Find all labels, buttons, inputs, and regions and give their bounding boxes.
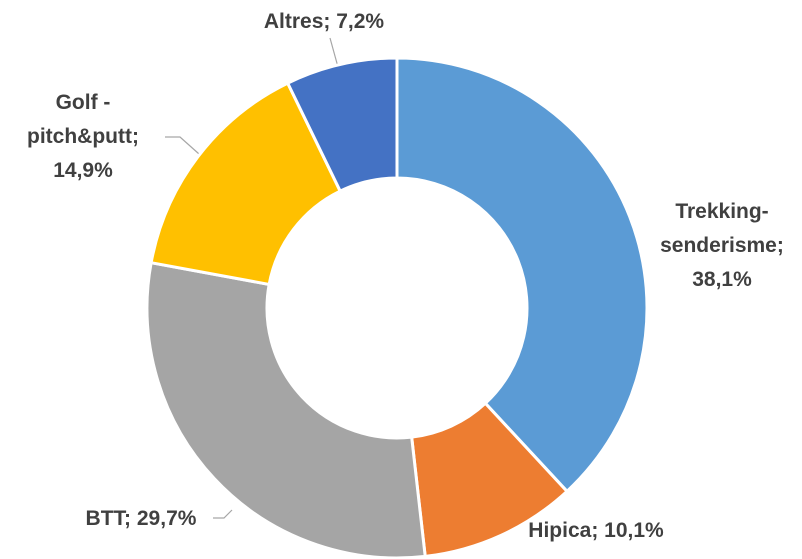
separator: ;: [591, 519, 598, 542]
donut-slice: [395, 56, 649, 494]
data-label: Hipica; 10,1%: [528, 519, 664, 542]
leader-line: [213, 509, 233, 519]
donut-slice: [149, 81, 343, 287]
category-label: Altres: [264, 10, 324, 33]
separator: ;: [777, 234, 784, 257]
data-label: BTT; 29,7%: [86, 507, 197, 530]
category-label: Trekking-: [675, 200, 768, 223]
donut-slice: [145, 260, 427, 559]
category-label: pitch&putt: [27, 125, 132, 148]
data-label: Golf - pitch&putt; 14,9%: [27, 91, 139, 182]
donut-slice: [285, 56, 399, 194]
separator: ;: [323, 10, 330, 33]
value-label: 14,9%: [53, 159, 113, 182]
value-label: 10,1%: [598, 519, 664, 542]
data-label: Altres; 7,2%: [264, 10, 385, 33]
separator: ;: [124, 507, 131, 530]
category-label: senderisme: [660, 234, 777, 257]
value-label: 7,2%: [330, 10, 384, 33]
value-label: 38,1%: [692, 268, 752, 291]
value-label: 29,7%: [131, 507, 197, 530]
data-label: Trekking-senderisme; 38,1%: [660, 200, 784, 291]
category-label: BTT: [86, 507, 127, 530]
separator: ;: [132, 125, 139, 148]
category-label: Hipica: [528, 519, 591, 542]
category-label: Golf -: [56, 91, 111, 114]
